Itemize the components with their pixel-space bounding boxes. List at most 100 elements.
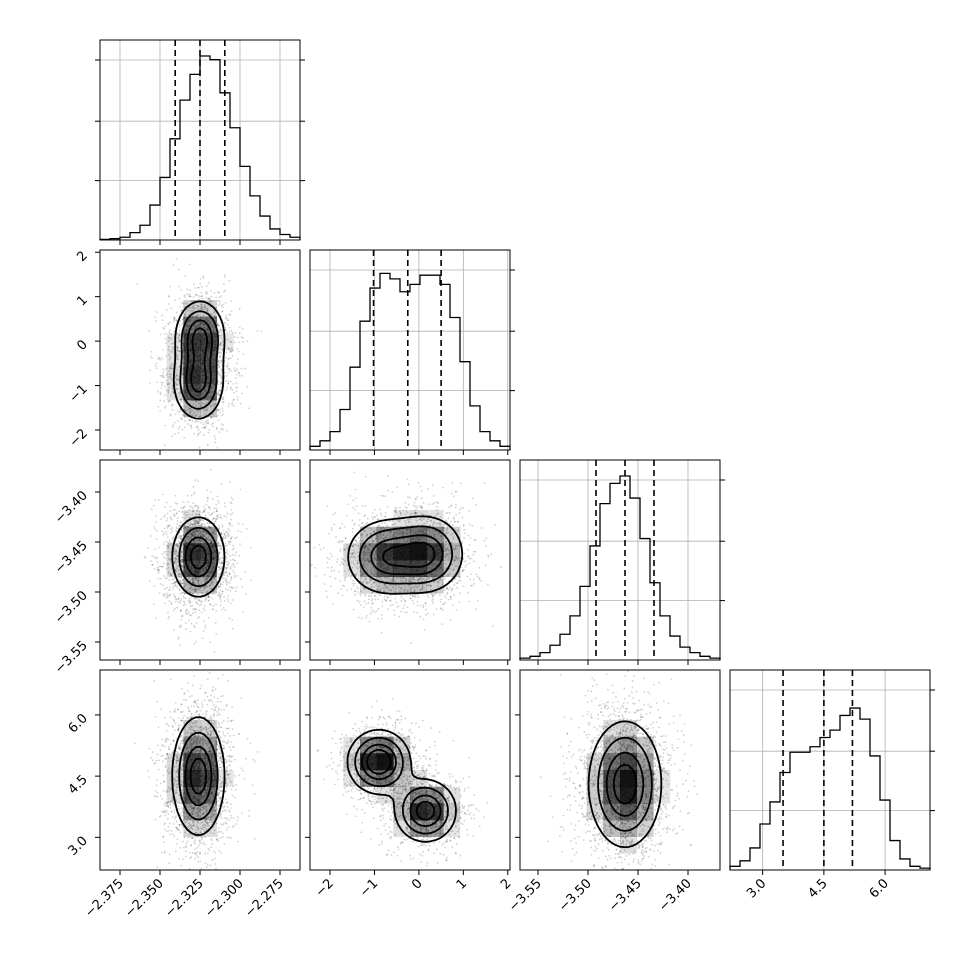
scatter-point: [220, 566, 223, 568]
scatter-point: [422, 501, 425, 504]
scatter-point: [227, 595, 230, 597]
scatter-point: [375, 584, 377, 587]
scatter-point: [196, 579, 199, 582]
scatter-point: [379, 529, 381, 532]
scatter-point: [432, 598, 434, 601]
scatter-point: [208, 525, 210, 528]
scatter-point: [191, 530, 194, 533]
scatter-point: [174, 583, 177, 586]
scatter-point: [221, 577, 224, 580]
scatter-point: [373, 575, 376, 578]
scatter-point: [197, 415, 200, 418]
scatter-point: [185, 611, 187, 613]
scatter-point: [174, 600, 177, 603]
scatter-point: [366, 563, 369, 566]
scatter-point: [402, 531, 405, 534]
scatter-point: [178, 541, 181, 544]
scatter-point: [161, 384, 163, 386]
scatter-point: [360, 569, 362, 572]
scatter-point: [419, 485, 422, 488]
scatter-point: [197, 433, 199, 436]
scatter-point: [191, 534, 194, 537]
scatter-point: [206, 401, 209, 404]
scatter-point: [454, 565, 457, 568]
scatter-point: [199, 535, 202, 538]
scatter-point: [326, 504, 329, 507]
scatter-point: [192, 577, 195, 580]
scatter-point: [207, 281, 210, 284]
scatter-point: [178, 573, 180, 576]
scatter-point: [170, 518, 173, 521]
scatter-point: [218, 356, 221, 358]
scatter-point: [229, 559, 232, 562]
scatter-point: [210, 541, 213, 544]
scatter-point: [406, 589, 409, 592]
scatter-point: [218, 560, 221, 563]
scatter-point: [167, 550, 170, 553]
panel-frame: [309, 249, 511, 451]
scatter-point: [379, 532, 382, 535]
scatter-point: [354, 497, 357, 500]
scatter-point: [441, 609, 444, 611]
scatter-point: [184, 540, 187, 543]
scatter-point: [373, 581, 376, 583]
scatter-point: [225, 516, 228, 518]
scatter-point: [178, 350, 181, 353]
scatter-point: [406, 506, 408, 509]
scatter-point: [224, 356, 227, 359]
scatter-point: [216, 392, 219, 395]
scatter-point: [182, 578, 185, 581]
scatter-point: [229, 386, 232, 389]
scatter-point: [214, 576, 217, 579]
scatter-point: [232, 383, 235, 385]
scatter-point: [180, 576, 183, 579]
scatter-point: [228, 573, 231, 576]
scatter-point: [173, 629, 175, 631]
scatter-point: [194, 293, 197, 296]
scatter-point: [178, 398, 181, 401]
scatter-point: [229, 513, 232, 516]
scatter-point: [241, 337, 244, 339]
scatter-point: [194, 400, 197, 402]
scatter-point: [193, 491, 196, 494]
scatter-point: [219, 411, 222, 414]
scatter-point: [202, 423, 205, 426]
scatter-point: [166, 383, 169, 386]
scatter-point: [183, 301, 185, 304]
scatter-point: [188, 538, 191, 541]
scatter-point: [238, 308, 241, 310]
scatter-point: [167, 545, 170, 548]
scatter-point: [235, 382, 238, 385]
contour-level: [189, 544, 207, 570]
scatter-point: [377, 607, 380, 610]
scatter-point: [218, 351, 221, 354]
scatter-point: [376, 541, 379, 544]
scatter-point: [186, 513, 188, 516]
scatter-point: [211, 582, 214, 585]
scatter-point: [225, 314, 228, 317]
scatter-point: [193, 535, 196, 538]
scatter-point: [204, 508, 207, 511]
scatter-point: [195, 401, 198, 403]
scatter-point: [202, 535, 205, 538]
scatter-point: [176, 350, 179, 352]
scatter-point: [172, 424, 175, 426]
scatter-point: [478, 566, 481, 569]
scatter-point: [174, 376, 177, 379]
scatter-point: [167, 570, 170, 573]
scatter-point: [371, 512, 374, 515]
scatter-point: [182, 604, 185, 607]
scatter-point: [477, 599, 479, 602]
scatter-point: [188, 524, 191, 527]
scatter-point: [229, 522, 231, 525]
scatter-point: [365, 558, 368, 561]
scatter-point: [206, 444, 209, 446]
scatter-point: [226, 530, 228, 533]
scatter-point: [464, 532, 466, 535]
scatter-point: [194, 530, 197, 532]
scatter-point: [211, 401, 214, 404]
scatter-point: [168, 337, 171, 339]
scatter-point: [220, 361, 223, 364]
scatter-point: [373, 582, 376, 584]
scatter-point: [218, 524, 220, 527]
